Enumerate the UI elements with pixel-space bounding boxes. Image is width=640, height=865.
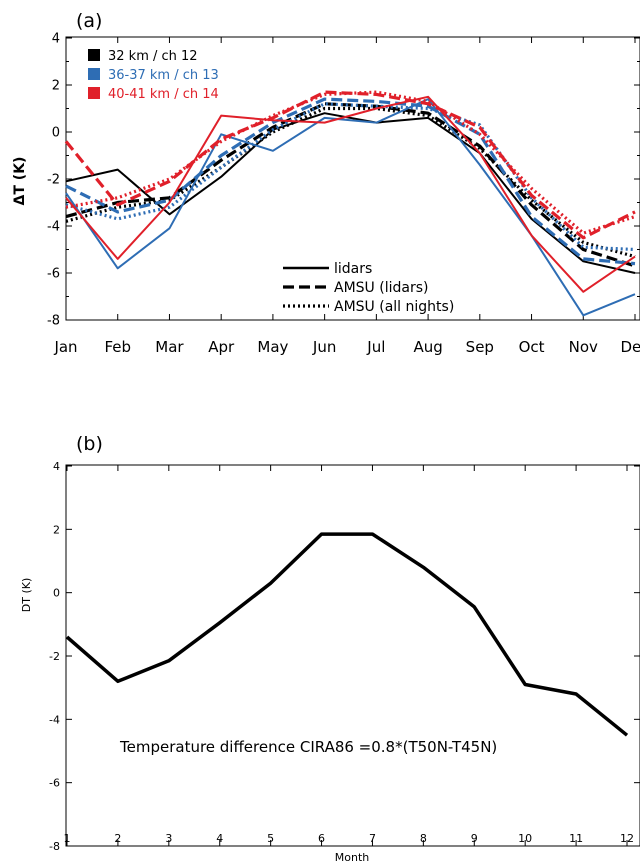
x-tick-label: Feb	[104, 338, 131, 356]
x-tick-label: May	[257, 338, 288, 356]
series-line-dotted	[65, 90, 636, 235]
x-tick-label: 6	[318, 832, 325, 845]
panel-a-label: (a)	[76, 10, 102, 32]
y-tick-label: -6	[47, 267, 60, 282]
panel-a-x-tick-labels: Jan Feb Mar Apr May Jun Jul Aug Sep Oct Nov Dec	[53, 338, 640, 356]
series-line-dashed	[65, 97, 636, 266]
legend-channel-label: 32 km / ch 12	[108, 49, 198, 64]
x-tick-label: 5	[267, 832, 274, 845]
panel-a-legend: 32 km / ch 12 36-37 km / ch 13 40-41 km / …	[88, 49, 454, 315]
panel-a: (a) ΔT (K) Jan Feb Mar Apr May Jun Jul Aug Sep Oc…	[12, 10, 640, 356]
x-tick-label: 9	[471, 832, 478, 845]
legend-swatch	[88, 49, 100, 61]
x-tick-label: 11	[569, 832, 583, 845]
y-tick-label: -4	[47, 220, 60, 235]
x-tick-label: 2	[114, 832, 121, 845]
panel-a-ylabel: ΔT (K)	[12, 157, 28, 206]
x-tick-label: Jul	[366, 338, 385, 356]
x-tick-label: 8	[420, 832, 427, 845]
y-tick-label: -2	[47, 173, 60, 188]
legend-channel-label: 40-41 km / ch 14	[108, 87, 219, 102]
legend-channel-label: 36-37 km / ch 13	[108, 68, 219, 83]
series-line-solid	[65, 532, 629, 737]
y-tick-label: 0	[52, 126, 60, 141]
y-tick-label: 0	[53, 587, 60, 600]
panel-a-ticks	[65, 37, 640, 321]
legend-style-label: AMSU (lidars)	[334, 280, 428, 296]
y-tick-label: -8	[49, 840, 60, 853]
y-tick-label: -2	[49, 650, 60, 663]
legend-style-label: lidars	[334, 261, 372, 277]
y-tick-label: -6	[49, 777, 60, 790]
legend-style-label: AMSU (all nights)	[334, 299, 454, 315]
x-tick-label: Dec	[620, 338, 640, 356]
series-line-dashed	[65, 102, 636, 268]
legend-swatch	[88, 68, 100, 80]
x-tick-label: Oct	[519, 338, 545, 356]
x-tick-label: Jun	[312, 338, 336, 356]
panel-b-ticks	[66, 465, 640, 847]
x-tick-label: 12	[620, 832, 634, 845]
panel-b-x-tick-labels: 1 2 3 4 5 6 7 8 9 10 11 12	[64, 832, 635, 845]
x-tick-label: Aug	[413, 338, 442, 356]
series-line-solid	[65, 95, 636, 293]
series-line-dotted	[65, 102, 636, 252]
x-tick-label: 4	[216, 832, 223, 845]
y-tick-label: 2	[52, 79, 60, 94]
y-tick-label: 4	[53, 460, 60, 473]
x-tick-label: Apr	[208, 338, 235, 356]
panel-b-y-tick-labels: -8 -6 -4 -2 0 2 4	[49, 460, 60, 853]
panel-b-label: (b)	[76, 433, 103, 455]
y-tick-label: 4	[52, 32, 60, 47]
y-tick-label: -8	[47, 314, 60, 329]
panel-b-frame	[65, 464, 640, 847]
panel-b-xlabel: Month	[335, 851, 370, 864]
series-line-solid	[65, 98, 636, 317]
series-line-solid	[65, 112, 636, 274]
x-tick-label: Nov	[569, 338, 598, 356]
panel-b-ylabel: DT (K)	[20, 578, 33, 612]
panel-b-annotation: Temperature difference CIRA86 =0.8*(T50N…	[119, 738, 497, 756]
panel-a-series	[64, 90, 636, 317]
x-tick-label: 7	[369, 832, 376, 845]
legend-swatch	[88, 87, 100, 99]
x-tick-label: Jan	[53, 338, 77, 356]
y-tick-label: -4	[49, 713, 60, 726]
x-tick-label: 3	[165, 832, 172, 845]
x-tick-label: 10	[518, 832, 532, 845]
panel-a-y-tick-labels: -8 -6 -4 -2 0 2 4	[47, 32, 60, 329]
series-line-dotted	[65, 106, 636, 259]
y-tick-label: 2	[53, 523, 60, 536]
panel-b-series	[65, 532, 629, 737]
x-tick-label: Sep	[466, 338, 494, 356]
x-tick-label: 1	[64, 832, 71, 845]
x-tick-label: Mar	[155, 338, 184, 356]
